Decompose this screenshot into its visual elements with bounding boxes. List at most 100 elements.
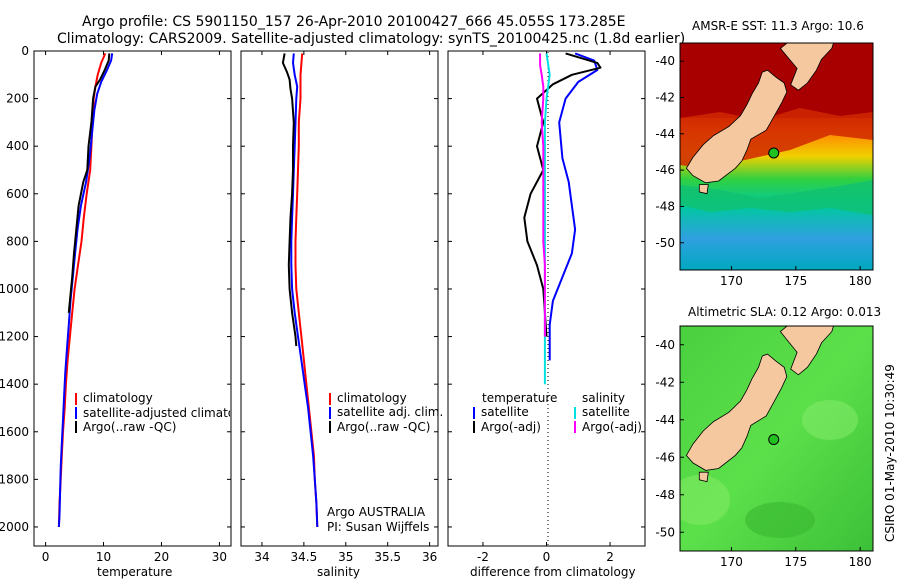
land-south-island [685, 353, 788, 471]
difference-legend: temperature salinity satellite Argo(-adj… [473, 391, 642, 434]
lat-tick-label: -44 [655, 127, 675, 141]
sst-cool-band [680, 180, 873, 215]
depth-tick-label: 1000 [0, 282, 29, 296]
salinity-lines [281, 53, 319, 528]
lat-tick-label: -42 [655, 90, 675, 104]
sst-longitude-ticks: 170 175 180 [720, 266, 872, 288]
difference-axes-box [447, 50, 646, 547]
lon-tick-label: 180 [849, 555, 872, 569]
sst-argo-position-marker [768, 147, 780, 159]
lon-tick-label: 180 [849, 274, 872, 288]
depth-tick-label: 1600 [0, 425, 29, 439]
sst-map-frame [679, 42, 874, 271]
series-line-satellite-adj-clim [290, 53, 319, 528]
difference-depth-ticks [448, 50, 645, 528]
x-tick-label: 35.5 [374, 550, 401, 564]
x-tick-label: 20 [154, 550, 169, 564]
x-tick-label: 2 [606, 550, 614, 564]
depth-tick-label: 1800 [0, 472, 29, 486]
x-tick-label: 34 [254, 550, 269, 564]
sla-map-title: Altimetric SLA: 0.12 Argo: 0.013 [688, 305, 881, 319]
sla-argo-position-marker [768, 434, 780, 446]
depth-axis-ticks: 0 200 400 600 800 1000 1200 1400 1600 1800 2000 [0, 44, 231, 534]
legend-label-argo: Argo(..raw -QC) [83, 420, 176, 434]
salinity-axis-ticks: 34 34.5 35 35.5 36 [254, 51, 437, 564]
legend-label-temp-argo: Argo(-adj) [481, 420, 541, 434]
temperature-legend: climatology satellite-adjusted climatolo… [75, 391, 230, 434]
sla-map-frame [679, 325, 874, 552]
legend-label-argo: Argo(..raw -QC) [337, 420, 430, 434]
legend-label-climatology: climatology [83, 391, 153, 405]
sla-anomaly-3 [745, 502, 815, 538]
lat-tick-label: -40 [655, 338, 675, 352]
depth-tick-label: 1400 [0, 377, 29, 391]
depth-tick-label: 200 [6, 92, 29, 106]
series-line-salinity-argo-adj [539, 53, 546, 337]
depth-tick-label: 800 [6, 234, 29, 248]
land-stewart-island [698, 471, 709, 483]
temperature-axis-label: temperature [97, 565, 172, 579]
salinity-legend: climatology satellite adj. clim. Argo(..… [329, 391, 443, 434]
lon-tick-label: 170 [720, 274, 743, 288]
lat-tick-label: -46 [655, 163, 675, 177]
land-stewart-island [698, 184, 709, 195]
x-tick-label: 36 [422, 550, 437, 564]
salinity-axis-label: salinity [317, 565, 360, 579]
lat-tick-label: -40 [655, 54, 675, 68]
sla-longitude-ticks: 170 175 180 [720, 547, 872, 569]
lat-tick-label: -48 [655, 199, 675, 213]
legend-label-clip: satellite-adjusted climatology [83, 406, 230, 420]
x-tick-label: 0 [42, 550, 50, 564]
land-north-island [779, 326, 834, 376]
annotation-pi: PI: Susan Wijffels [327, 520, 429, 534]
series-line-argo-raw-qc [67, 53, 111, 313]
figure-title-line2: Climatology: CARS2009. Satellite-adjuste… [57, 31, 685, 47]
figure-title-line1: Argo profile: CS 5901150_157 26-Apr-2010… [82, 14, 626, 30]
series-line-temperature-satellite [548, 52, 599, 361]
depth-tick-label: 1200 [0, 330, 29, 344]
legend-label-satellite: satellite adj. clim. [337, 405, 443, 419]
x-tick-label: 34.5 [291, 550, 318, 564]
legend-label-temp-satellite: satellite [481, 405, 529, 419]
difference-lines [523, 52, 602, 385]
sla-land-new-zealand [685, 326, 834, 483]
depth-tick-label: 600 [6, 187, 29, 201]
x-tick-label: 10 [96, 550, 111, 564]
x-tick-label: 35 [338, 550, 353, 564]
sla-anomaly-1 [680, 475, 730, 525]
lat-tick-label: -42 [655, 375, 675, 389]
sst-land-new-zealand [685, 43, 834, 195]
lon-tick-label: 170 [720, 555, 743, 569]
difference-panel: -2 0 2 difference from climatology tempera… [447, 50, 646, 579]
salinity-panel: 34 34.5 35 35.5 36 salinity climatology sate… [240, 50, 443, 579]
difference-axis-label: difference from climatology [470, 565, 636, 579]
annotation-argo-australia: Argo AUSTRALIA [327, 505, 426, 519]
lat-tick-label: -50 [655, 525, 675, 539]
sla-anomaly-2 [802, 400, 858, 440]
temperature-panel: 0 200 400 600 800 1000 1200 1400 1600 1800 2000 0 1… [0, 44, 232, 579]
depth-tick-label: 2000 [0, 520, 29, 534]
temperature-axes-box [33, 50, 232, 547]
x-tick-label: 30 [212, 550, 227, 564]
depth-tick-label: 400 [6, 139, 29, 153]
sst-map-panel: AMSR-E SST: 11.3 Argo: 10.6 -40 -42 -44 -46… [655, 19, 874, 288]
x-tick-label: 0 [543, 550, 551, 564]
sla-map-panel: Altimetric SLA: 0.12 Argo: 0.013 -40 -42 -… [655, 305, 881, 569]
temperature-lines [57, 53, 114, 528]
legend-label-climatology: climatology [337, 391, 407, 405]
temperature-axis-ticks: 0 10 20 30 [42, 51, 227, 564]
legend-label-sal-argo: Argo(-adj) [582, 420, 642, 434]
lat-tick-label: -50 [655, 236, 675, 250]
sst-map-title: AMSR-E SST: 11.3 Argo: 10.6 [692, 19, 864, 33]
land-north-island [779, 43, 834, 91]
lon-tick-label: 175 [784, 555, 807, 569]
depth-tick-label: 0 [21, 44, 29, 58]
series-line-argo-raw-qc [281, 53, 298, 347]
lat-tick-label: -46 [655, 450, 675, 464]
credit-timestamp: CSIRO 01-May-2010 10:30:49 [883, 364, 897, 542]
lon-tick-label: 175 [784, 274, 807, 288]
lat-tick-label: -44 [655, 413, 675, 427]
salinity-depth-ticks [241, 50, 438, 528]
legend-header-salinity: salinity [582, 391, 625, 405]
